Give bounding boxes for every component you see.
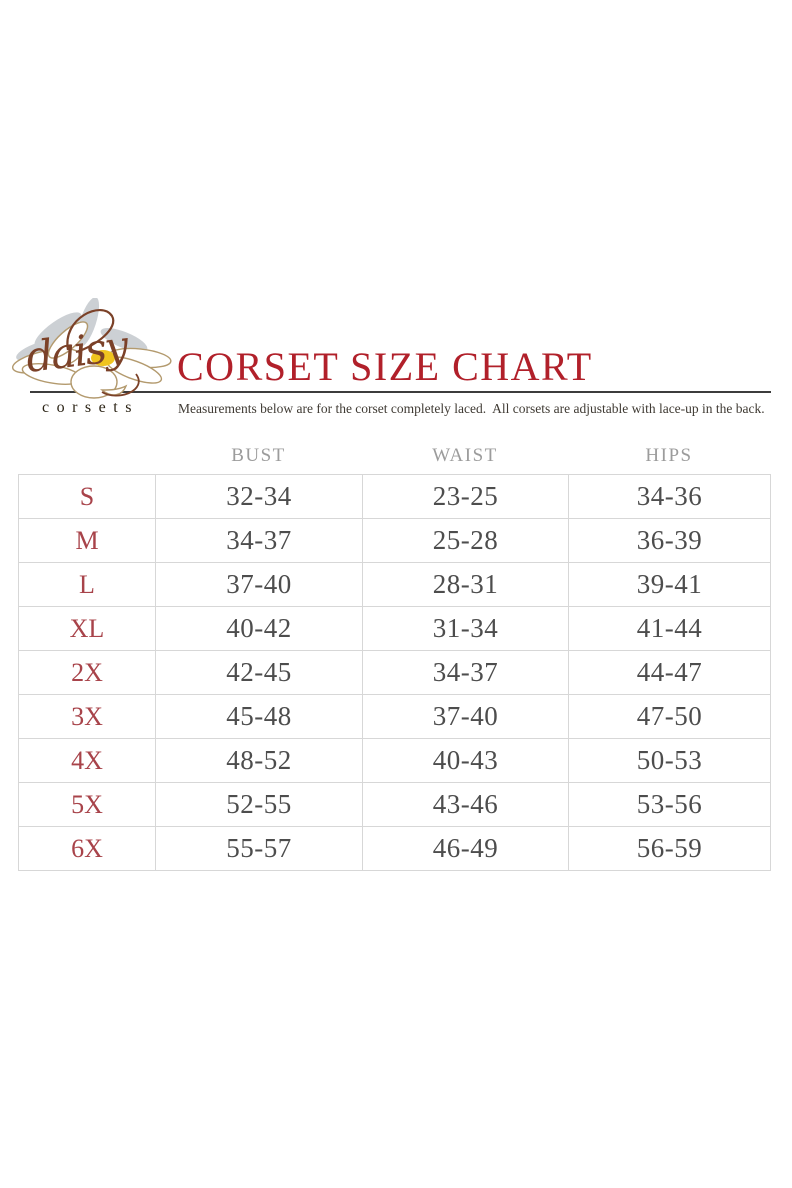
- column-header-spacer: [18, 443, 155, 469]
- daisy-flower-icon: daisy: [11, 297, 172, 399]
- size-cell: 6X: [18, 826, 156, 871]
- column-header-bust: BUST: [231, 445, 286, 466]
- script-swash-tail: [101, 373, 140, 397]
- column-header-row: BUST WAIST HIPS: [18, 443, 770, 469]
- table-row: M 34-37 25-28 36-39: [18, 518, 771, 563]
- size-cell: 2X: [18, 650, 156, 695]
- header-divider: [30, 391, 771, 393]
- hips-cell: 34-36: [568, 474, 771, 519]
- hips-cell: 44-47: [568, 650, 771, 695]
- bust-cell: 55-57: [155, 826, 363, 871]
- table-row: L 37-40 28-31 39-41: [18, 562, 771, 607]
- bust-cell: 52-55: [155, 782, 363, 827]
- bust-cell: 32-34: [155, 474, 363, 519]
- size-cell: 4X: [18, 738, 156, 783]
- daisy-logo: daisy: [6, 297, 178, 402]
- waist-cell: 37-40: [362, 694, 569, 739]
- hips-cell: 56-59: [568, 826, 771, 871]
- bust-cell: 34-37: [155, 518, 363, 563]
- logo-wordmark: corsets: [42, 399, 139, 416]
- bust-cell: 45-48: [155, 694, 363, 739]
- size-cell: L: [18, 562, 156, 607]
- flower-center: [91, 350, 115, 366]
- table-row: 5X 52-55 43-46 53-56: [18, 782, 771, 827]
- table-row: XL 40-42 31-34 41-44: [18, 606, 771, 651]
- bust-cell: 37-40: [155, 562, 363, 607]
- size-table-body: S 32-34 23-25 34-36 M 34-37 25-28 36-39 L 37-40 28…: [18, 474, 771, 871]
- waist-cell: 43-46: [362, 782, 569, 827]
- column-header-waist: WAIST: [432, 445, 498, 466]
- page-title: CORSET SIZE CHART: [177, 344, 593, 389]
- size-cell: M: [18, 518, 156, 563]
- size-cell: S: [18, 474, 156, 519]
- petal-group: [11, 321, 172, 399]
- waist-cell: 40-43: [362, 738, 569, 783]
- hips-cell: 53-56: [568, 782, 771, 827]
- waist-cell: 23-25: [362, 474, 569, 519]
- hips-cell: 41-44: [568, 606, 771, 651]
- table-row: 4X 48-52 40-43 50-53: [18, 738, 771, 783]
- size-chart-table: S 32-34 23-25 34-36 M 34-37 25-28 36-39 L 37-40 28…: [18, 474, 771, 871]
- hips-cell: 39-41: [568, 562, 771, 607]
- hips-cell: 47-50: [568, 694, 771, 739]
- script-swash-top: [66, 309, 115, 354]
- hips-cell: 50-53: [568, 738, 771, 783]
- column-header-hips: HIPS: [645, 445, 693, 466]
- size-cell: XL: [18, 606, 156, 651]
- waist-cell: 28-31: [362, 562, 569, 607]
- table-row: S 32-34 23-25 34-36: [18, 474, 771, 519]
- waist-cell: 34-37: [362, 650, 569, 695]
- subtitle-text: Measurements below are for the corset co…: [178, 401, 765, 416]
- waist-cell: 46-49: [362, 826, 569, 871]
- size-cell: 3X: [18, 694, 156, 739]
- hips-cell: 36-39: [568, 518, 771, 563]
- logo-script-text: daisy: [23, 321, 132, 382]
- size-cell: 5X: [18, 782, 156, 827]
- bust-cell: 42-45: [155, 650, 363, 695]
- waist-cell: 31-34: [362, 606, 569, 651]
- table-row: 6X 55-57 46-49 56-59: [18, 826, 771, 871]
- table-row: 2X 42-45 34-37 44-47: [18, 650, 771, 695]
- bust-cell: 40-42: [155, 606, 363, 651]
- table-row: 3X 45-48 37-40 47-50: [18, 694, 771, 739]
- waist-cell: 25-28: [362, 518, 569, 563]
- bust-cell: 48-52: [155, 738, 363, 783]
